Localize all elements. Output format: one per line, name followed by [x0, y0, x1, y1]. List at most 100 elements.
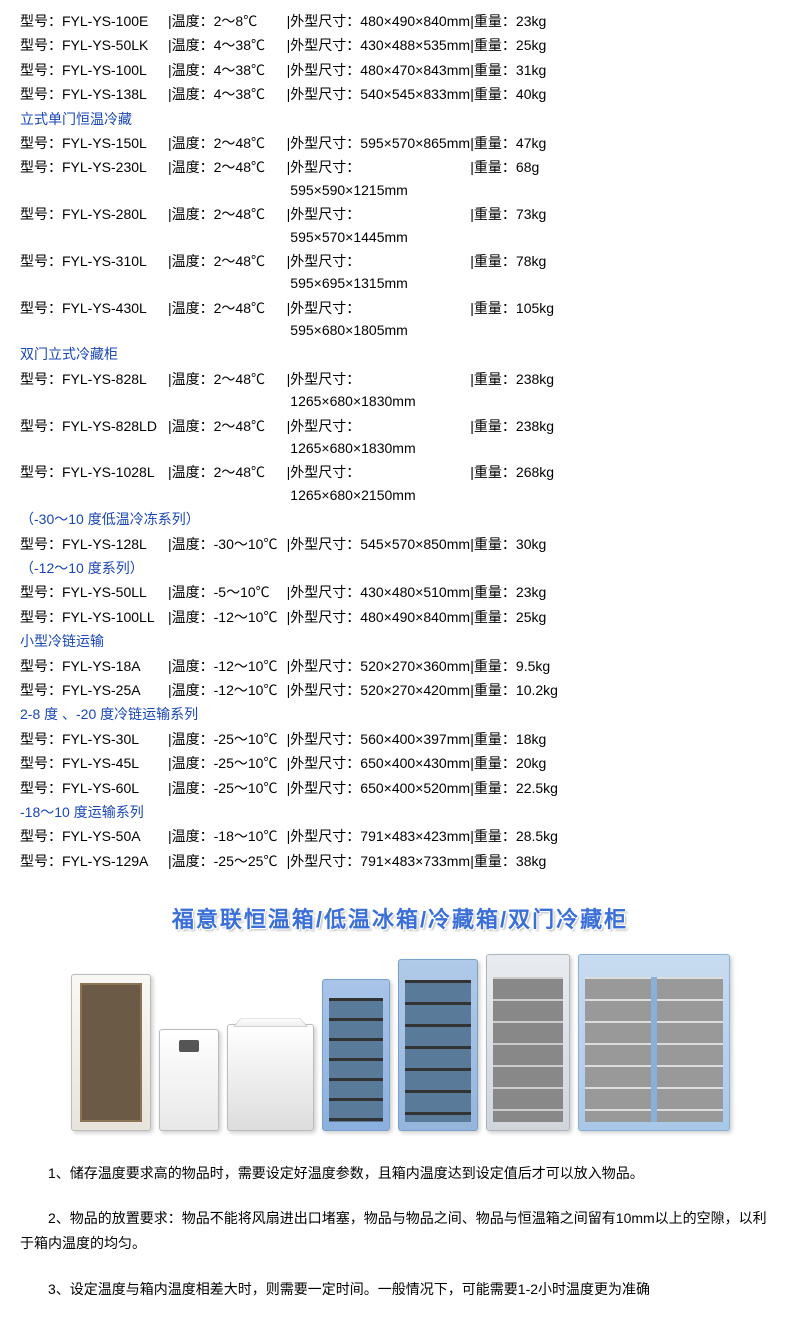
- model-cell: 型号：FYL-YS-430L: [20, 297, 168, 342]
- product-cabinet-1: [71, 974, 151, 1131]
- section-header: 2-8 度 、-20 度冷链运输系列: [20, 703, 780, 725]
- spec-row: 型号：FYL-YS-100LL|温度：-12～10℃|外型尺寸：480×490×…: [20, 606, 780, 628]
- dim-cell: 外型尺寸：1265×680×1830mm: [290, 415, 470, 460]
- temp-cell: 温度：2～48℃: [172, 368, 287, 413]
- note-item: 2、物品的放置要求：物品不能将风扇进出口堵塞，物品与物品之间、物品与恒温箱之间留…: [20, 1206, 780, 1256]
- model-cell: 型号：FYL-YS-129A: [20, 850, 168, 872]
- temp-cell: 温度：2～48℃: [172, 203, 287, 248]
- weight-cell: 重量：238kg: [474, 368, 584, 413]
- temp-cell: 温度：2～48℃: [172, 297, 287, 342]
- weight-cell: 重量：47kg: [474, 132, 584, 154]
- model-cell: 型号：FYL-YS-138L: [20, 83, 168, 105]
- weight-cell: 重量：68g: [474, 156, 584, 201]
- temp-cell: 温度：2～48℃: [172, 132, 287, 154]
- spec-row: 型号：FYL-YS-100E|温度：2～8℃|外型尺寸：480×490×840m…: [20, 10, 780, 32]
- spec-row: 型号：FYL-YS-138L|温度：4～38℃|外型尺寸：540×545×833…: [20, 83, 780, 105]
- dim-cell: 外型尺寸：520×270×420mm: [290, 679, 470, 701]
- dim-cell: 外型尺寸：1265×680×2150mm: [290, 461, 470, 506]
- dim-cell: 外型尺寸：1265×680×1830mm: [290, 368, 470, 413]
- dim-cell: 外型尺寸：545×570×850mm: [290, 533, 470, 555]
- dim-cell: 外型尺寸：650×400×430mm: [290, 752, 470, 774]
- banner-text: 福意联恒温箱/低温冰箱/冷藏箱/双门冷藏柜: [172, 907, 628, 932]
- spec-row: 型号：FYL-YS-60L|温度：-25～10℃|外型尺寸：650×400×52…: [20, 777, 780, 799]
- section-header: -18～10 度运输系列: [20, 801, 780, 823]
- temp-cell: 温度：2～48℃: [172, 250, 287, 295]
- section-header: 立式单门恒温冷藏: [20, 108, 780, 130]
- model-cell: 型号：FYL-YS-60L: [20, 777, 168, 799]
- weight-cell: 重量：23kg: [474, 10, 584, 32]
- temp-cell: 温度：-12～10℃: [172, 655, 287, 677]
- section-header: （-12～10 度系列）: [20, 557, 780, 579]
- temp-cell: 温度：-18～10℃: [172, 825, 287, 847]
- weight-cell: 重量：18kg: [474, 728, 584, 750]
- spec-row: 型号：FYL-YS-100L|温度：4～38℃|外型尺寸：480×470×843…: [20, 59, 780, 81]
- temp-cell: 温度：-25～10℃: [172, 752, 287, 774]
- product-cabinet-double: [578, 954, 730, 1131]
- spec-row: 型号：FYL-YS-25A|温度：-12～10℃|外型尺寸：520×270×42…: [20, 679, 780, 701]
- weight-cell: 重量：28.5kg: [474, 825, 584, 847]
- weight-cell: 重量：10.2kg: [474, 679, 584, 701]
- temp-cell: 温度：4～38℃: [172, 83, 287, 105]
- spec-row: 型号：FYL-YS-50LK|温度：4～38℃|外型尺寸：430×488×535…: [20, 34, 780, 56]
- banner: 福意联恒温箱/低温冰箱/冷藏箱/双门冷藏柜: [20, 902, 780, 934]
- spec-row: 型号：FYL-YS-828L|温度：2～48℃|外型尺寸：1265×680×18…: [20, 368, 780, 413]
- spec-list: 型号：FYL-YS-100E|温度：2～8℃|外型尺寸：480×490×840m…: [20, 10, 780, 872]
- weight-cell: 重量：31kg: [474, 59, 584, 81]
- model-cell: 型号：FYL-YS-828LD: [20, 415, 168, 460]
- note-item: 1、储存温度要求高的物品时，需要设定好温度参数，且箱内温度达到设定值后才可以放入…: [20, 1161, 780, 1186]
- dim-cell: 外型尺寸：540×545×833mm: [290, 83, 470, 105]
- spec-row: 型号：FYL-YS-128L|温度：-30～10℃|外型尺寸：545×570×8…: [20, 533, 780, 555]
- spec-row: 型号：FYL-YS-50A|温度：-18～10℃|外型尺寸：791×483×42…: [20, 825, 780, 847]
- spec-row: 型号：FYL-YS-50LL|温度：-5～10℃|外型尺寸：430×480×51…: [20, 581, 780, 603]
- model-cell: 型号：FYL-YS-100E: [20, 10, 168, 32]
- spec-row: 型号：FYL-YS-280L|温度：2～48℃|外型尺寸：595×570×144…: [20, 203, 780, 248]
- temp-cell: 温度：-25～25℃: [172, 850, 287, 872]
- weight-cell: 重量：78kg: [474, 250, 584, 295]
- weight-cell: 重量：30kg: [474, 533, 584, 555]
- model-cell: 型号：FYL-YS-25A: [20, 679, 168, 701]
- model-cell: 型号：FYL-YS-50A: [20, 825, 168, 847]
- temp-cell: 温度：4～38℃: [172, 59, 287, 81]
- product-freezer-chest: [227, 1024, 314, 1131]
- spec-row: 型号：FYL-YS-30L|温度：-25～10℃|外型尺寸：560×400×39…: [20, 728, 780, 750]
- spec-row: 型号：FYL-YS-1028L|温度：2～48℃|外型尺寸：1265×680×2…: [20, 461, 780, 506]
- model-cell: 型号：FYL-YS-100LL: [20, 606, 168, 628]
- dim-cell: 外型尺寸：791×483×423mm: [290, 825, 470, 847]
- spec-row: 型号：FYL-YS-129A|温度：-25～25℃|外型尺寸：791×483×7…: [20, 850, 780, 872]
- weight-cell: 重量：73kg: [474, 203, 584, 248]
- dim-cell: 外型尺寸：560×400×397mm: [290, 728, 470, 750]
- spec-row: 型号：FYL-YS-18A|温度：-12～10℃|外型尺寸：520×270×36…: [20, 655, 780, 677]
- temp-cell: 温度：-30～10℃: [172, 533, 287, 555]
- dim-cell: 外型尺寸：650×400×520mm: [290, 777, 470, 799]
- product-cabinet-4: [322, 979, 390, 1131]
- dim-cell: 外型尺寸：430×488×535mm: [290, 34, 470, 56]
- temp-cell: 温度：2～8℃: [172, 10, 287, 32]
- dim-cell: 外型尺寸：595×590×1215mm: [290, 156, 470, 201]
- temp-cell: 温度：-5～10℃: [172, 581, 287, 603]
- temp-cell: 温度：-12～10℃: [172, 606, 287, 628]
- spec-row: 型号：FYL-YS-230L|温度：2～48℃|外型尺寸：595×590×121…: [20, 156, 780, 201]
- spec-row: 型号：FYL-YS-430L|温度：2～48℃|外型尺寸：595×680×180…: [20, 297, 780, 342]
- product-cabinet-2: [159, 1029, 219, 1131]
- section-header: （-30～10 度低温冷冻系列）: [20, 508, 780, 530]
- model-cell: 型号：FYL-YS-310L: [20, 250, 168, 295]
- dim-cell: 外型尺寸：595×695×1315mm: [290, 250, 470, 295]
- spec-row: 型号：FYL-YS-45L|温度：-25～10℃|外型尺寸：650×400×43…: [20, 752, 780, 774]
- weight-cell: 重量：268kg: [474, 461, 584, 506]
- weight-cell: 重量：40kg: [474, 83, 584, 105]
- weight-cell: 重量：22.5kg: [474, 777, 584, 799]
- product-cabinet-6: [486, 954, 570, 1131]
- temp-cell: 温度：2～48℃: [172, 415, 287, 460]
- weight-cell: 重量：25kg: [474, 606, 584, 628]
- weight-cell: 重量：9.5kg: [474, 655, 584, 677]
- dim-cell: 外型尺寸：520×270×360mm: [290, 655, 470, 677]
- temp-cell: 温度：2～48℃: [172, 461, 287, 506]
- model-cell: 型号：FYL-YS-18A: [20, 655, 168, 677]
- dim-cell: 外型尺寸：791×483×733mm: [290, 850, 470, 872]
- spec-row: 型号：FYL-YS-310L|温度：2～48℃|外型尺寸：595×695×131…: [20, 250, 780, 295]
- section-header: 双门立式冷藏柜: [20, 343, 780, 365]
- temp-cell: 温度：4～38℃: [172, 34, 287, 56]
- model-cell: 型号：FYL-YS-280L: [20, 203, 168, 248]
- model-cell: 型号：FYL-YS-1028L: [20, 461, 168, 506]
- dim-cell: 外型尺寸：480×490×840mm: [290, 606, 470, 628]
